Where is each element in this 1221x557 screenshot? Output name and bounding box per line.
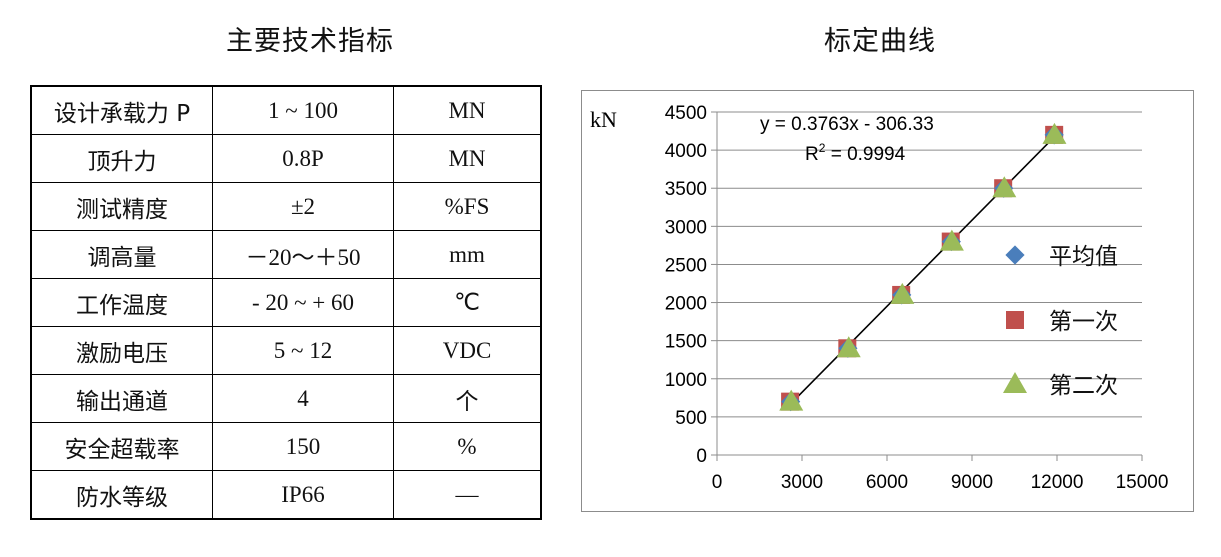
y-tick-label: 1000 [665,370,707,391]
y-tick-label: 4500 [665,103,707,124]
trendline-r-squared: R2 = 0.9994 [805,141,906,165]
data-point-triangle [890,282,915,304]
r-squared-prefix: R [805,144,819,165]
spec-unit-cell: — [393,470,542,520]
spec-unit-cell: MN [393,134,542,183]
y-tick-label: 4000 [665,141,707,162]
spec-row: 激励电压 5 ~ 12 VDC [30,326,542,375]
data-point-triangle [939,229,964,251]
y-tick-label: 2000 [665,294,707,315]
x-tick-label: 12000 [1031,472,1084,493]
spec-unit-cell: MN [393,85,542,135]
spec-unit-cell: 个 [393,374,542,423]
x-tick-label: 9000 [951,472,993,493]
spec-name-cell: 安全超载率 [30,422,213,471]
spec-row: 调高量 －20～＋50 mm [30,230,542,279]
spec-name-cell: 顶升力 [30,134,213,183]
r-squared-superscript: 2 [819,141,826,155]
spec-value-cell: 5 ~ 12 [212,326,394,375]
legend-marker-square [1006,311,1024,329]
y-tick-label: 3000 [665,217,707,238]
spec-unit-cell: % [393,422,542,471]
spec-value-cell: 1 ~ 100 [212,85,394,135]
spec-value-cell: 0.8P [212,134,394,183]
spec-name-cell: 设计承载力 P [30,85,213,135]
x-tick-label: 3000 [781,472,823,493]
y-tick-label: 1500 [665,332,707,353]
y-axis-unit-label: kN [590,107,617,132]
y-tick-label: 2500 [665,255,707,276]
r-squared-value: = 0.9994 [825,144,905,165]
legend-label: 第一次 [1049,309,1118,335]
spec-row: 输出通道 4 个 [30,374,542,423]
spec-unit-cell: %FS [393,182,542,231]
legend-label: 第二次 [1049,373,1118,399]
spec-value-cell: IP66 [212,470,394,520]
trendline [787,133,1058,408]
y-tick-label: 500 [675,408,707,429]
spec-value-cell: 150 [212,422,394,471]
x-tick-label: 15000 [1116,472,1169,493]
spec-row: 安全超载率 150% [30,422,542,471]
data-point-triangle [1042,122,1067,144]
spec-name-cell: 工作温度 [30,278,213,327]
y-tick-label: 3500 [665,179,707,200]
chart-area: 0 500 1000 1500 2000 2500 3000 3500 4000 4500 0 300… [581,90,1194,512]
spec-row: 工作温度 - 20 ~ + 60 ℃ [30,278,542,327]
y-tick-label: 0 [696,446,707,467]
spec-name-cell: 防水等级 [30,470,213,520]
data-point-triangle [836,336,861,358]
chart-title: 标定曲线 [824,26,936,57]
spec-unit-cell: mm [393,230,542,279]
spec-name-cell: 测试精度 [30,182,213,231]
legend-marker-diamond [1005,245,1025,265]
spec-value-cell: －20～＋50 [212,230,394,279]
spec-row: 顶升力 0.8P MN [30,134,542,183]
spec-value-cell: ±2 [212,182,394,231]
spec-unit-cell: VDC [393,326,542,375]
x-tick-label: 6000 [866,472,908,493]
calibration-chart: 0 500 1000 1500 2000 2500 3000 3500 4000 4500 0 300… [590,103,1169,493]
legend-label: 平均值 [1049,244,1118,270]
spec-name-cell: 激励电压 [30,326,213,375]
data-point-triangle [992,176,1017,198]
spec-value-cell: - 20 ~ + 60 [212,278,394,327]
spec-row: 防水等级 IP66— [30,470,542,520]
legend-marker-triangle [1003,372,1027,393]
spec-value-cell: 4 [212,374,394,423]
table-title: 主要技术指标 [226,26,394,57]
data-point-triangle [779,389,804,411]
spec-name-cell: 输出通道 [30,374,213,423]
spec-row: 测试精度 ±2 %FS [30,182,542,231]
trendline-equation: y = 0.3763x - 306.33 [760,114,934,135]
x-tick-label: 0 [712,472,723,493]
spec-name-cell: 调高量 [30,230,213,279]
spec-unit-cell: ℃ [393,278,542,327]
